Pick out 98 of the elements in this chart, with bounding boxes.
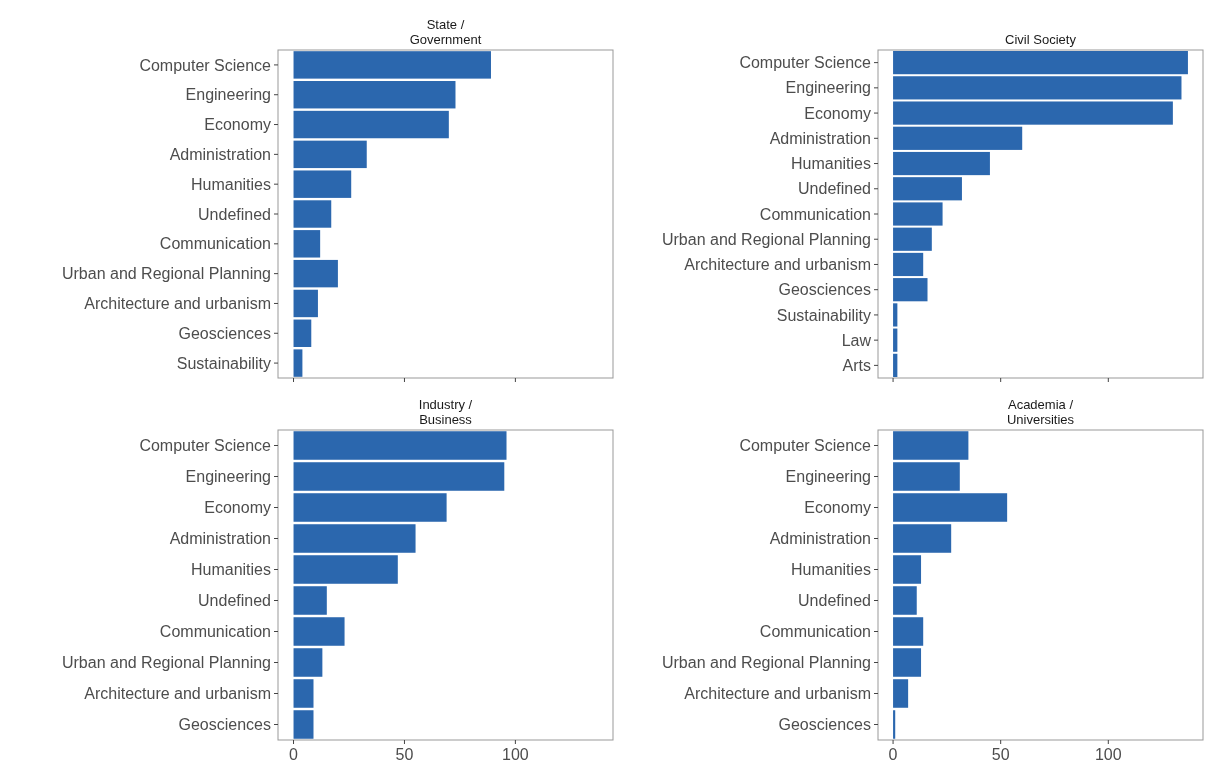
bar	[293, 319, 312, 347]
bar	[893, 524, 952, 553]
bar	[293, 200, 332, 228]
y-tick-label: Urban and Regional Planning	[61, 265, 271, 283]
y-tick-label: Communication	[759, 205, 871, 223]
bar	[293, 524, 416, 553]
bar	[893, 202, 943, 226]
x-tick-label: 100	[502, 746, 529, 763]
y-tick-label: Arts	[842, 356, 871, 374]
y-tick-label: Engineering	[185, 468, 271, 486]
x-tick-label: 100	[1094, 746, 1122, 763]
y-tick-label: Architecture and urbanism	[684, 685, 871, 703]
bar	[893, 493, 1008, 522]
bar	[293, 431, 507, 460]
y-tick-label: Undefined	[798, 180, 871, 198]
x-tick-label: 0	[289, 746, 299, 763]
y-tick-label: Humanities	[790, 561, 871, 579]
bar	[893, 648, 922, 677]
y-tick-label: Undefined	[198, 592, 271, 610]
bar	[893, 462, 960, 491]
y-tick-label: Urban and Regional Planning	[661, 230, 871, 248]
bar	[893, 101, 1173, 125]
bar	[293, 170, 352, 198]
chart-title: Academia / Universities	[1006, 397, 1075, 427]
bar	[293, 140, 367, 169]
bar	[293, 648, 323, 677]
y-tick-label: Geosciences	[778, 281, 871, 299]
y-tick-label: Economy	[804, 104, 871, 122]
y-tick-label: Humanities	[190, 561, 271, 579]
bar	[893, 177, 962, 201]
bar	[893, 227, 932, 251]
y-tick-label: Administration	[769, 129, 871, 147]
y-tick-label: Economy	[804, 499, 871, 517]
y-tick-label: Architecture and urbanism	[84, 295, 271, 313]
y-tick-label: Communication	[159, 623, 271, 641]
y-tick-label: Humanities	[190, 175, 271, 193]
bar	[293, 110, 449, 139]
bar	[293, 617, 345, 646]
y-tick-label: Humanities	[790, 155, 871, 173]
bar	[893, 328, 898, 352]
bar	[893, 76, 1182, 100]
y-tick-label: Architecture and urbanism	[684, 256, 871, 274]
chart-title: Industry / Business	[418, 397, 473, 427]
bar	[293, 555, 398, 584]
bar	[893, 679, 909, 708]
y-tick-label: Computer Science	[739, 54, 872, 72]
bar	[293, 289, 318, 318]
chart-title: State / Government	[409, 17, 482, 47]
y-tick-label: Geosciences	[178, 716, 271, 734]
y-tick-label: Administration	[169, 145, 271, 163]
bar	[893, 617, 924, 646]
bar	[893, 126, 1023, 150]
bar	[893, 278, 928, 302]
bar	[893, 431, 969, 460]
y-tick-label: Engineering	[785, 79, 871, 97]
bar	[893, 555, 922, 584]
bar	[893, 586, 917, 615]
y-tick-label: Geosciences	[778, 716, 871, 734]
y-tick-label: Administration	[169, 530, 271, 548]
bar	[893, 303, 898, 327]
y-tick-label: Economy	[204, 499, 271, 517]
y-tick-label: Architecture and urbanism	[84, 685, 271, 703]
y-tick-label: Computer Science	[739, 437, 872, 455]
y-tick-label: Geosciences	[178, 324, 271, 342]
bar	[293, 710, 314, 739]
bar	[293, 230, 321, 258]
x-tick-label: 0	[888, 746, 898, 763]
bar	[293, 259, 338, 288]
y-tick-label: Administration	[769, 530, 871, 548]
x-tick-label: 50	[395, 746, 414, 763]
y-tick-label: Computer Science	[139, 437, 272, 455]
bar	[293, 51, 491, 79]
y-tick-label: Engineering	[185, 86, 271, 104]
y-tick-label: Communication	[759, 623, 871, 641]
y-tick-label: Urban and Regional Planning	[61, 654, 271, 672]
y-tick-label: Economy	[204, 116, 271, 134]
bar	[893, 252, 924, 277]
bar	[893, 710, 896, 739]
x-tick-label: 50	[991, 746, 1010, 763]
y-tick-label: Undefined	[798, 592, 871, 610]
y-tick-label: Computer Science	[139, 56, 272, 74]
bar	[293, 81, 456, 109]
y-tick-label: Communication	[159, 235, 271, 253]
bar	[293, 493, 447, 522]
bar	[293, 586, 327, 615]
y-tick-label: Urban and Regional Planning	[661, 654, 871, 672]
bar	[293, 462, 505, 491]
bar	[293, 679, 314, 708]
bar	[293, 349, 303, 377]
chart-title: Civil Society	[1005, 32, 1077, 47]
y-tick-label: Sustainability	[176, 354, 271, 372]
bar	[893, 353, 898, 377]
y-tick-label: Engineering	[785, 468, 871, 486]
y-tick-label: Sustainability	[776, 306, 871, 324]
bar	[893, 51, 1188, 75]
bar	[893, 151, 990, 176]
y-tick-label: Law	[841, 331, 872, 349]
y-tick-label: Undefined	[198, 205, 271, 223]
